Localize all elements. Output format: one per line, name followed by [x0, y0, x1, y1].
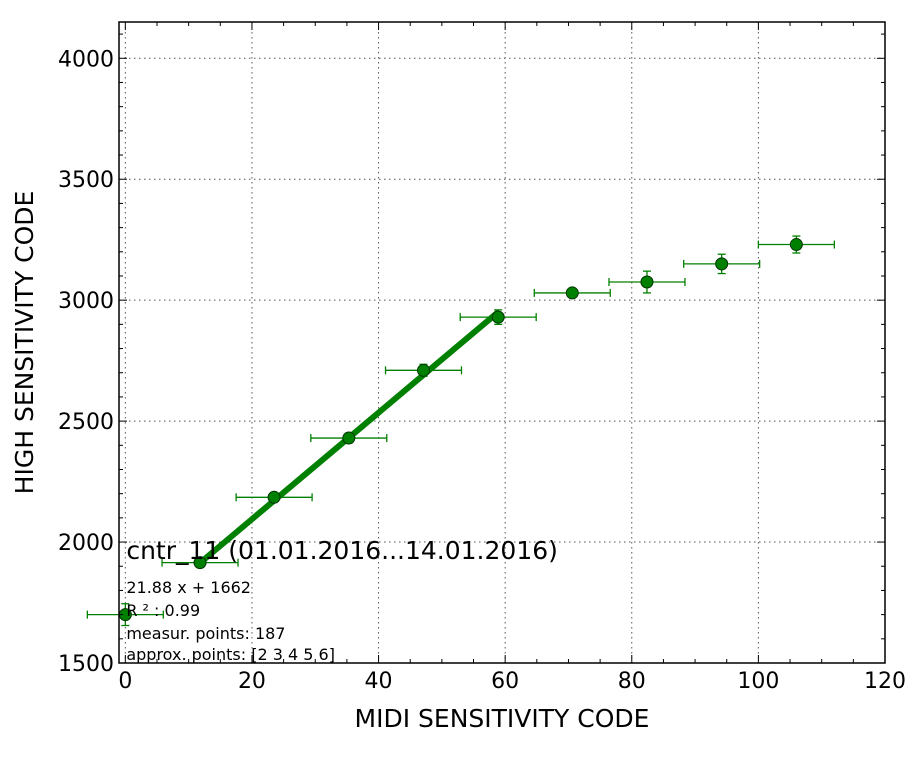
data-point-7	[640, 275, 654, 289]
data-point-1	[193, 556, 207, 570]
data-point-2	[267, 490, 281, 504]
x-tick-label: 120	[864, 669, 906, 694]
data-point-3	[342, 431, 356, 445]
annotation-equation: 21.88 x + 1662	[126, 578, 251, 597]
y-tick-label: 3000	[58, 289, 114, 314]
x-tick-label: 20	[238, 669, 266, 694]
annotation-measur-points: measur. points: 187	[126, 624, 285, 643]
data-point-8	[715, 257, 729, 271]
data-point-4	[417, 363, 431, 377]
data-point-6	[565, 286, 579, 300]
ticks	[119, 22, 886, 664]
data-points	[118, 238, 803, 622]
annotation-title: cntr_11 (01.01.2016...14.01.2016)	[126, 536, 558, 565]
y-tick-label: 1500	[58, 652, 114, 677]
x-tick-label: 40	[365, 669, 393, 694]
y-tick-label: 2500	[58, 410, 114, 435]
annotation-approx-points: approx. points: [2 3 4 5 6]	[126, 645, 335, 664]
annotation-r2: R ² : 0.99	[126, 601, 200, 620]
tick-labels: 0 20 40 60 80 100 120 1500 2000 2500 3000 3500 4000	[58, 47, 906, 694]
data-point-9	[789, 238, 803, 252]
plot-frame	[118, 21, 886, 664]
x-axis-label: MIDI SENSITIVITY CODE	[355, 704, 650, 733]
x-tick-label: 80	[618, 669, 646, 694]
x-tick-label: 0	[118, 669, 132, 694]
x-tick-label: 60	[491, 669, 519, 694]
grid	[119, 22, 885, 663]
data-point-5	[491, 310, 505, 324]
x-tick-label: 100	[737, 669, 779, 694]
y-tick-label: 3500	[58, 168, 114, 193]
y-tick-label: 2000	[58, 531, 114, 556]
y-tick-label: 4000	[58, 47, 114, 72]
y-axis-label: HIGH SENSITIVITY CODE	[10, 191, 39, 495]
